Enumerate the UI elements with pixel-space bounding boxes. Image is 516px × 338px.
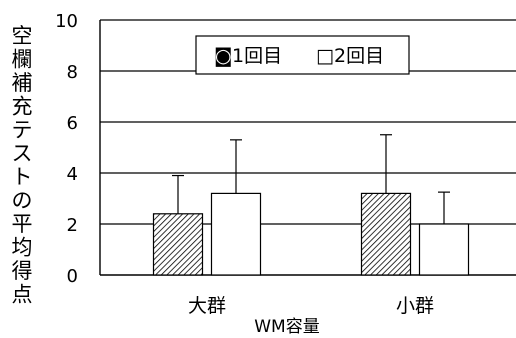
y-tick-labels: 0 2 4 6 8 10 bbox=[55, 11, 78, 287]
x-category-labels: 大群 小群 bbox=[188, 295, 434, 317]
y-axis-label-char: 得 bbox=[12, 259, 33, 283]
bar-2回目 bbox=[418, 223, 470, 276]
y-tick-label: 8 bbox=[67, 62, 78, 83]
legend-label-series-2: 2回目 bbox=[334, 45, 384, 67]
y-tick-label: 0 bbox=[67, 266, 78, 287]
y-axis-label-char: 空 bbox=[12, 24, 33, 48]
y-axis-label-char: 充 bbox=[12, 95, 33, 119]
bar-1回目 bbox=[360, 192, 412, 276]
y-axis-label-char: 欄 bbox=[12, 48, 33, 72]
bar-1回目 bbox=[152, 213, 204, 276]
y-axis-label-char: 平 bbox=[12, 212, 33, 236]
bar-2回目 bbox=[210, 192, 262, 276]
x-category-label: 大群 bbox=[188, 295, 226, 317]
y-tick-label: 10 bbox=[55, 11, 78, 32]
y-axis-label-char: 均 bbox=[12, 236, 33, 260]
y-tick-label: 4 bbox=[67, 164, 78, 185]
legend: ◙ 1回目 □ 2回目 bbox=[195, 35, 410, 75]
y-axis-label-char: の bbox=[12, 189, 33, 213]
y-axis-label-char: 補 bbox=[12, 71, 33, 95]
bars bbox=[152, 134, 470, 276]
y-axis-label-char: 点 bbox=[12, 283, 33, 307]
y-tick-label: 6 bbox=[67, 113, 78, 134]
y-tick-label: 2 bbox=[67, 215, 78, 236]
y-axis-label-char: ス bbox=[12, 142, 33, 166]
legend-marker-series-2: □ bbox=[316, 45, 334, 67]
y-axis-label-char: ト bbox=[12, 165, 33, 189]
legend-box bbox=[195, 35, 410, 75]
legend-marker-series-1: ◙ bbox=[214, 45, 232, 67]
legend-label-series-1: 1回目 bbox=[232, 45, 282, 67]
x-axis-label: WM容量 bbox=[254, 317, 319, 337]
y-axis-label-char: テ bbox=[12, 118, 33, 142]
x-category-label: 小群 bbox=[396, 295, 434, 317]
